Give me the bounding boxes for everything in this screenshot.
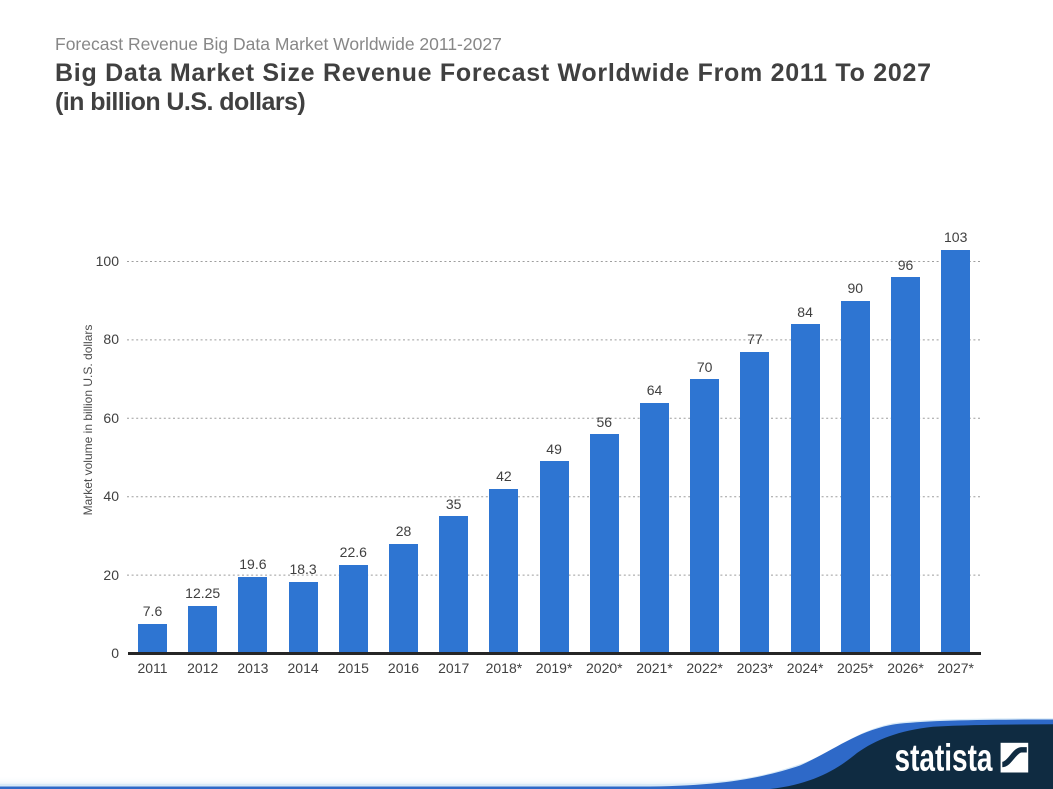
svg-text:statista: statista — [895, 737, 994, 779]
